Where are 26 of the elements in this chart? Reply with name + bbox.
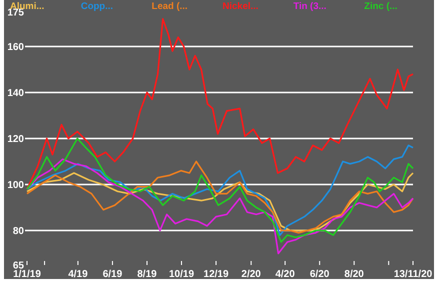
- x-tick-label: 8/20: [344, 269, 364, 280]
- text: Lead (...: [152, 1, 188, 12]
- x-tick-label: 1/1/19: [13, 269, 42, 280]
- text: Zinc (...: [364, 1, 398, 12]
- x-tick-label: 2/20: [241, 269, 262, 280]
- x-tick-label: 4/19: [68, 269, 88, 280]
- x-tick-label: 10/19: [169, 269, 194, 280]
- x-tick-label: 6/20: [310, 269, 330, 280]
- text: Nickel...: [222, 1, 258, 12]
- text: Copp...: [80, 1, 114, 12]
- y-tick-label: 80: [12, 226, 24, 237]
- y-tick-label: 100: [7, 180, 24, 191]
- x-tick-label: 8/19: [137, 269, 158, 280]
- x-tick-label: 6/19: [102, 269, 123, 280]
- y-tick-label: 175: [7, 8, 24, 18]
- y-tick-label: 140: [7, 88, 24, 99]
- y-tick-label: 120: [7, 134, 24, 145]
- x-tick-label: 13/11/20: [394, 269, 433, 280]
- line-series: [26, 158, 414, 254]
- x-tick-label: 4/20: [275, 269, 296, 280]
- line-series: [26, 160, 414, 234]
- text: Tin (3...: [293, 1, 326, 12]
- x-tick-label: 12/19: [204, 269, 229, 280]
- y-tick-label: 160: [7, 42, 24, 53]
- line-series: [26, 172, 414, 232]
- line-series: [26, 18, 414, 190]
